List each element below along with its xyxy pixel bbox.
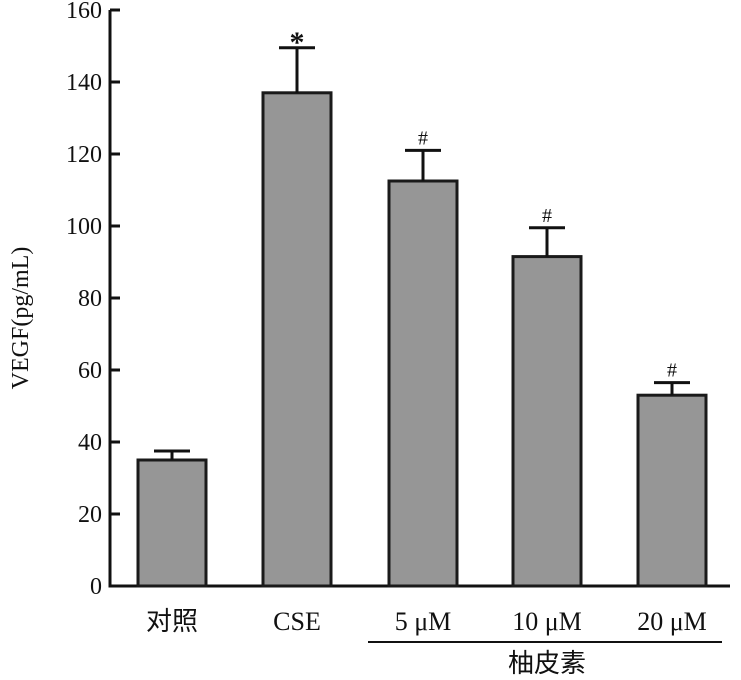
bar [511,255,583,588]
error-bars [154,46,690,460]
significance-marks: * # # # [290,26,678,382]
bars [136,91,708,588]
bar [261,91,333,588]
y-tick-label: 160 [66,0,102,24]
bar [636,393,708,588]
significance-mark: # [542,205,552,227]
y-tick-label: 40 [78,430,102,456]
significance-mark: * [290,26,305,59]
significance-mark: # [667,360,677,382]
category-label: 对照 [146,607,198,636]
y-tick-label: 20 [78,502,102,528]
y-tick-label: 140 [66,70,102,96]
category-label: 10 μM [512,607,582,636]
y-axis-label: VEGF(pg/mL) [8,247,34,390]
bar [136,458,208,588]
y-tick-label: 100 [66,214,102,240]
y-tick-label: 120 [66,142,102,168]
category-label: 20 μM [637,607,707,636]
category-labels: 对照 CSE 5 μM 10 μM 20 μM [146,607,707,636]
y-tick-label: 80 [78,286,102,312]
y-tick-label: 60 [78,358,102,384]
category-label: CSE [273,607,321,636]
significance-mark: # [418,127,428,149]
bar [387,179,459,588]
y-tick-label: 0 [90,574,102,600]
category-label: 5 μM [395,607,452,636]
group-label: 柚皮素 [508,649,586,678]
y-ticks: 0 20 40 60 80 100 120 140 160 [66,0,120,600]
group-annotation: 柚皮素 [368,641,722,678]
